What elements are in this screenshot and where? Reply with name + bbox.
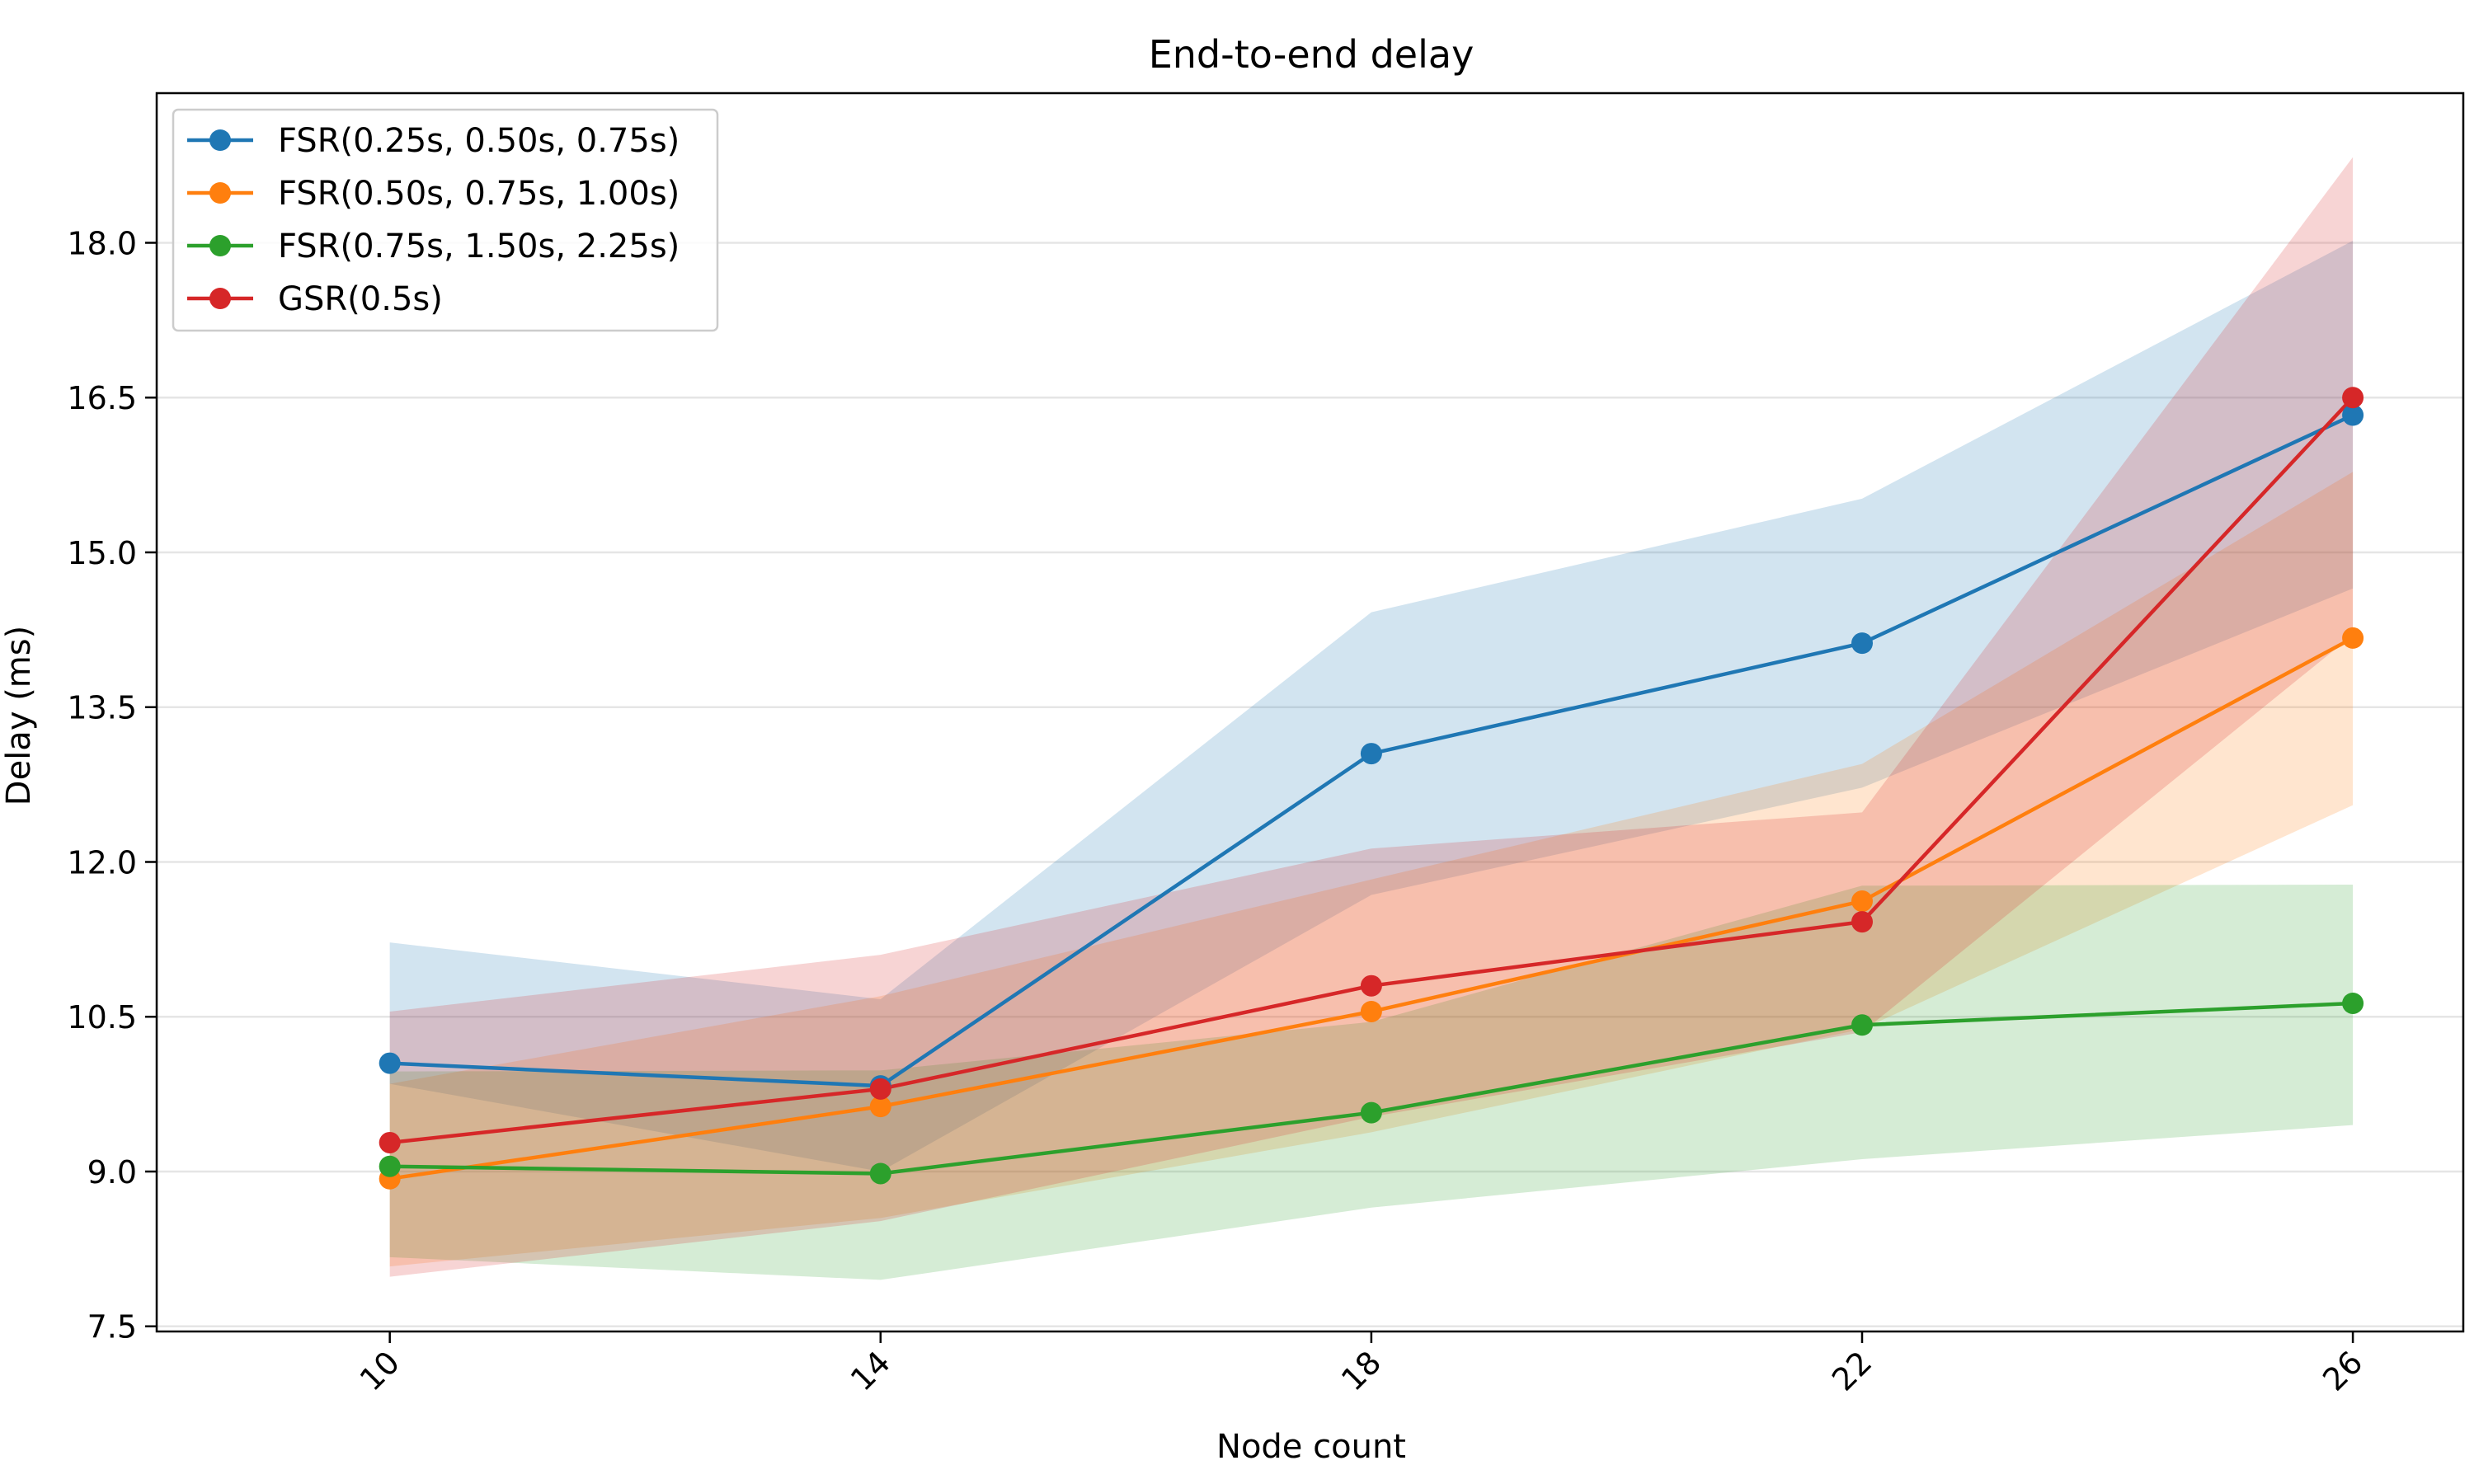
y-tick-label: 18.0 [67,225,137,261]
legend-marker [209,129,231,151]
y-axis-label: Delay (ms) [0,626,38,805]
legend-box [172,108,719,332]
point-series-3 [1851,1014,1873,1036]
legend: FSR(0.25s, 0.50s, 0.75s) FSR(0.50s, 0.75s… [172,108,719,332]
chart-title: End-to-end delay [1149,32,1475,77]
legend-label: FSR(0.75s, 1.50s, 2.25s) [278,228,680,265]
point-series-3 [2342,992,2364,1014]
y-tick-label: 9.0 [87,1154,137,1190]
point-series-1 [379,1052,401,1074]
legend-marker [209,288,231,309]
legend-label: FSR(0.25s, 0.50s, 0.75s) [278,122,680,160]
legend-marker [209,182,231,204]
point-series-3 [869,1162,891,1185]
legend-label: FSR(0.50s, 0.75s, 1.00s) [278,175,680,213]
y-tick-label: 15.0 [67,535,137,571]
band-series-1 [389,240,2354,1172]
y-tick-label: 7.5 [87,1309,137,1345]
point-series-2 [1360,1000,1382,1022]
point-series-3 [379,1155,401,1177]
point-series-2 [869,1096,891,1118]
point-series-3 [1360,1101,1382,1124]
x-axis-label: Node count [1216,1428,1406,1466]
point-series-1 [1360,743,1382,765]
y-tick-label: 12.0 [67,844,137,881]
point-series-1 [1851,632,1873,655]
point-series-2 [2342,627,2364,649]
band-series-2 [389,472,2354,1267]
point-series-4 [1360,974,1382,997]
legend-marker [209,235,231,256]
y-tick-label: 13.5 [67,690,137,726]
point-series-4 [1851,911,1873,933]
legend-label: GSR(0.5s) [278,280,443,318]
plot-frame [155,92,2465,1333]
band-series-4 [389,157,2354,1277]
point-series-1 [2342,404,2364,426]
point-series-4 [2342,387,2364,409]
point-series-2 [1851,890,1873,913]
point-series-4 [379,1131,401,1153]
y-tick-label: 10.5 [67,999,137,1036]
point-series-4 [869,1078,891,1100]
y-tick-label: 16.5 [67,380,137,416]
data-points [379,387,2364,1190]
